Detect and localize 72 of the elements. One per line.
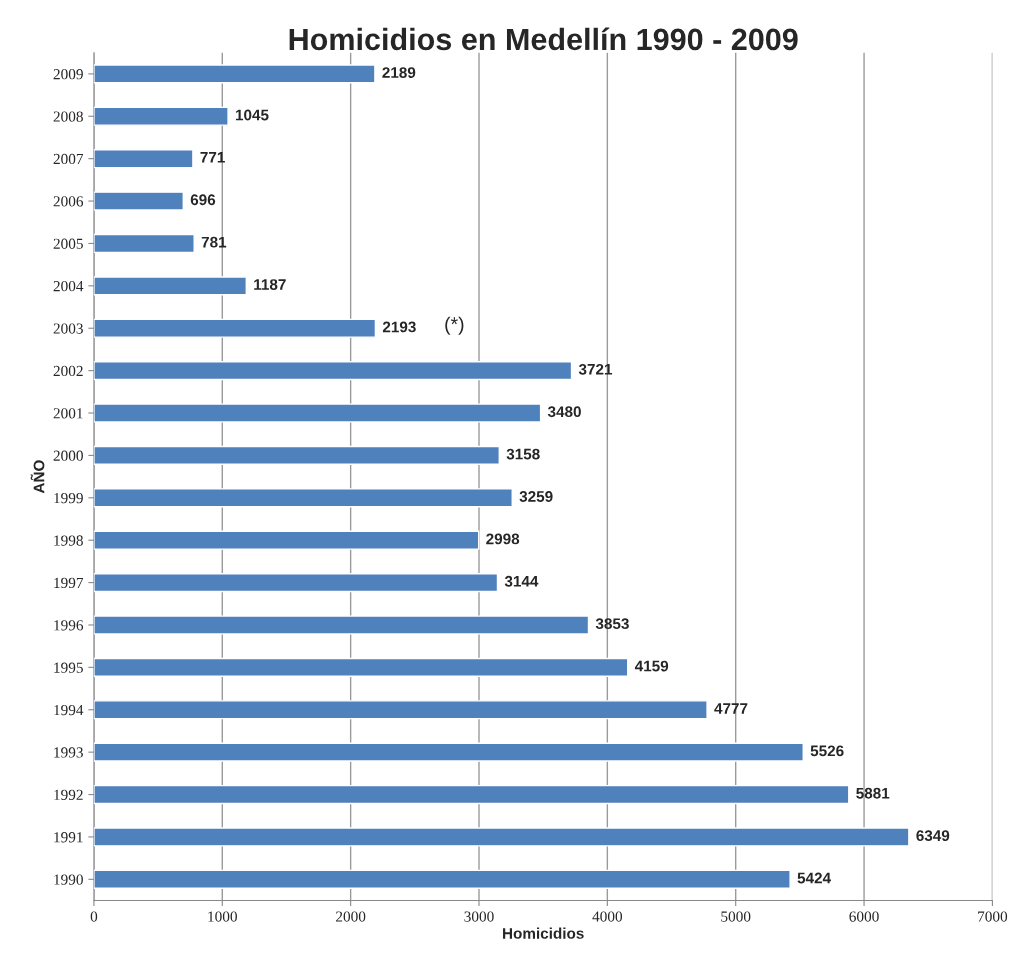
data-label: 5424 [797,872,831,884]
x-tick-label: 4000 [592,911,623,922]
bar [93,403,542,423]
data-label: 5881 [856,787,890,799]
x-tick-label: 5000 [721,911,751,922]
y-tick-label: 1998 [54,535,83,546]
y-axis-title: AÑO [30,460,45,494]
bar [93,149,194,169]
bar [93,700,708,720]
bar [93,445,500,466]
data-label: 3144 [504,575,539,587]
x-tick-label: 7000 [978,911,1008,922]
data-label: 3259 [519,491,553,502]
y-tick-label: 2000 [53,450,83,461]
data-label: 3721 [578,363,613,375]
y-tick-label: 1992 [54,789,83,800]
y-tick-label: 1995 [54,662,83,673]
x-tick-label: 3000 [464,911,494,922]
x-axis-title: Homicidios [503,927,584,939]
bar [93,106,229,126]
y-tick-label: 2008 [53,111,83,122]
annotation: (*) [445,316,464,335]
bar [93,615,590,635]
bar [93,827,910,847]
bar [93,191,184,211]
data-label: 781 [201,236,227,248]
y-tick-label: 1990 [54,874,83,885]
y-tick-label: 2004 [53,280,84,292]
data-label: 5526 [810,745,844,757]
y-tick-label: 1997 [54,577,84,589]
y-tick-label: 2003 [53,323,83,334]
data-label: 3480 [547,406,581,418]
bar [93,869,791,889]
data-label: 2998 [486,533,520,545]
data-label: 2193 [382,321,416,333]
data-label: 771 [200,152,225,163]
y-tick-label: 2001 [53,408,83,419]
bar [93,64,376,84]
y-tick-label: 2007 [53,153,84,165]
data-label: 4777 [714,703,748,714]
bar [93,530,480,550]
y-tick-label: 2005 [53,238,83,249]
bar [93,742,804,762]
data-label: 1187 [254,279,286,290]
y-tick-label: 1994 [54,704,84,716]
x-tick-label: 2000 [336,911,366,922]
bar [93,318,377,338]
bar [93,276,247,296]
data-label: 3853 [595,618,629,630]
data-label: 1045 [235,109,269,121]
chart-title: Homicidios en Medellín 1990 - 2009 [289,27,798,51]
y-tick-label: 1991 [54,832,83,843]
data-label: 4159 [634,660,669,672]
y-tick-label: 1996 [54,620,84,631]
x-tick-label: 1000 [208,911,237,922]
bar [93,784,850,805]
bar [93,233,195,254]
data-label: 696 [190,194,216,206]
y-tick-label: 2009 [53,69,83,80]
y-tick-label: 2006 [53,196,84,207]
data-label: 6349 [916,830,950,842]
bar [93,488,513,508]
bar [93,572,499,593]
data-label: 3158 [506,448,540,460]
y-tick-label: 1999 [54,492,83,504]
data-label: 2189 [382,67,416,78]
bar [93,361,573,381]
y-tick-label: 1993 [54,747,83,758]
bar [93,657,629,677]
x-tick-label: 6000 [849,911,879,922]
x-tick-label: 0 [90,911,98,922]
y-tick-label: 2002 [53,365,83,377]
